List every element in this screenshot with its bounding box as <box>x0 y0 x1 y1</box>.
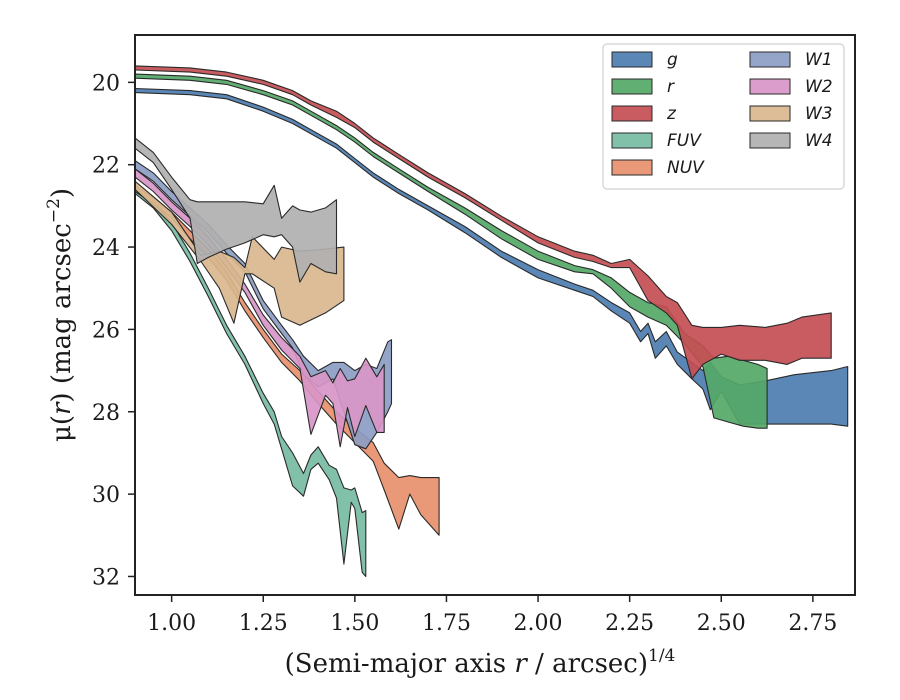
legend-swatch-g <box>611 51 653 68</box>
legend-swatch-w1 <box>749 51 791 68</box>
legend-label-r: r <box>667 77 675 97</box>
y-tick-label: 24 <box>92 236 120 261</box>
y-tick-label: 26 <box>92 318 120 343</box>
y-tick-label: 32 <box>92 565 120 590</box>
x-tick-label: 1.75 <box>422 611 471 636</box>
legend-label-z: z <box>666 104 677 124</box>
series-band-g <box>134 87 849 427</box>
series-band-fuv <box>134 186 367 578</box>
y-tick-label: 28 <box>92 401 120 426</box>
x-tick-label: 2.00 <box>514 611 563 636</box>
y-axis-label: μ(r) (mag arcsec−2) <box>44 188 77 442</box>
x-tick-label: 1.00 <box>147 611 196 636</box>
legend-swatch-z <box>611 105 653 122</box>
plot-frame <box>134 34 856 596</box>
x-tick-label: 2.75 <box>788 611 837 636</box>
series-band-w4 <box>134 137 338 283</box>
legend-swatch-nuv <box>611 159 653 176</box>
legend-swatch-w3 <box>749 105 791 122</box>
series-band-r <box>134 73 768 429</box>
x-tick-label: 1.25 <box>239 611 288 636</box>
y-tick-label: 30 <box>92 483 120 508</box>
series-band-z <box>134 65 832 380</box>
x-axis-label: (Semi-major axis r / arcsec)1/4 <box>285 646 676 679</box>
legend-label-nuv: NUV <box>667 158 705 178</box>
y-tick-label: 22 <box>92 154 120 179</box>
legend-swatch-w4 <box>749 132 791 149</box>
legend-label-w3: W3 <box>805 104 833 124</box>
series-band-w3 <box>134 180 345 326</box>
legend-label-w4: W4 <box>805 131 833 151</box>
legend-label-fuv: FUV <box>667 131 702 151</box>
y-tick-label: 20 <box>92 71 120 96</box>
x-tick-label: 1.50 <box>330 611 379 636</box>
series-layer <box>134 65 849 578</box>
legend-label-w2: W2 <box>805 77 833 97</box>
ticks-layer: 1.00 1.25 1.50 1.75 2.00 2.25 2.50 2.75 20 22 24 26… <box>92 71 837 636</box>
legend: grz FUV NUV W1 W2 W3 W4 <box>602 43 845 190</box>
x-tick-label: 2.25 <box>605 611 654 636</box>
legend-label-g: g <box>667 50 678 70</box>
legend-label-w1: W1 <box>805 50 833 70</box>
legend-swatch-w2 <box>749 78 791 95</box>
legend-swatch-fuv <box>611 132 653 149</box>
legend-swatch-r <box>611 78 653 95</box>
x-tick-label: 2.50 <box>697 611 746 636</box>
